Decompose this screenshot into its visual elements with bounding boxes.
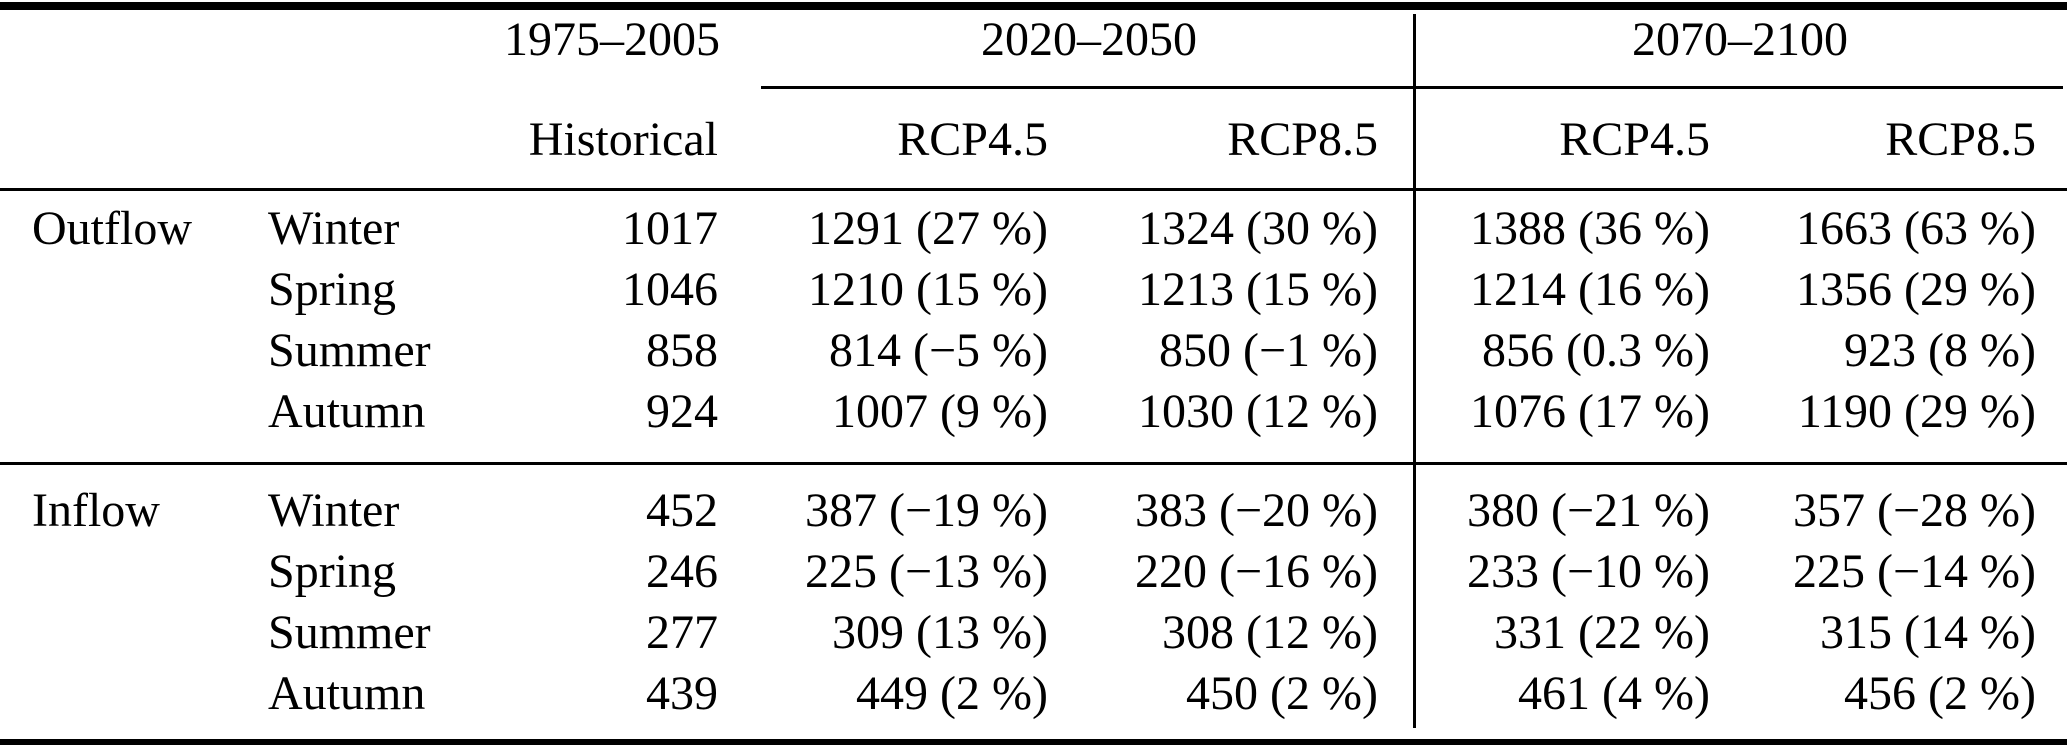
value-cell: 856 (0.3 %) [1482,324,1710,377]
column-header-rcp85-2070: RCP8.5 [1885,113,2036,166]
season-label: Autumn [268,385,426,438]
season-label: Winter [268,484,400,537]
value-cell: 387 (−19 %) [804,484,1048,537]
season-label: Spring [268,263,397,316]
value-cell: 1324 (30 %) [1138,202,1378,255]
value-cell: 277 [646,606,718,659]
season-label: Summer [268,606,431,659]
top-rule [0,2,2067,10]
season-label: Winter [268,202,400,255]
bottom-rule [0,739,2067,745]
value-cell: 1076 (17 %) [1470,385,1710,438]
value-cell: 233 (−10 %) [1466,545,1710,598]
value-cell: 858 [646,324,718,377]
value-cell: 924 [646,385,718,438]
period-header-2020-2050: 2020–2050 [981,13,1197,66]
value-cell: 439 [646,667,718,720]
value-cell: 357 (−28 %) [1792,484,2036,537]
value-cell: 1663 (63 %) [1796,202,2036,255]
season-label: Autumn [268,667,426,720]
column-header-rcp85-2020: RCP8.5 [1227,113,1378,166]
value-cell: 449 (2 %) [856,667,1048,720]
value-cell: 461 (4 %) [1518,667,1710,720]
value-cell: 1356 (29 %) [1796,263,2036,316]
header-body-divider-rule [0,188,2067,191]
season-label: Spring [268,545,397,598]
scenario-group-underline-rule [761,86,2063,89]
value-cell: 1214 (16 %) [1470,263,1710,316]
value-cell: 1190 (29 %) [1797,385,2036,438]
value-cell: 814 (−5 %) [828,324,1048,377]
value-cell: 923 (8 %) [1844,324,2036,377]
value-cell: 220 (−16 %) [1134,545,1378,598]
value-cell: 309 (13 %) [832,606,1048,659]
period-group-divider-rule [1413,14,1416,728]
value-cell: 1210 (15 %) [808,263,1048,316]
value-cell: 1007 (9 %) [832,385,1048,438]
value-cell: 380 (−21 %) [1466,484,1710,537]
value-cell: 308 (12 %) [1162,606,1378,659]
value-cell: 1030 (12 %) [1138,385,1378,438]
value-cell: 246 [646,545,718,598]
value-cell: 315 (14 %) [1820,606,2036,659]
value-cell: 1213 (15 %) [1138,263,1378,316]
column-header-rcp45-2020: RCP4.5 [897,113,1048,166]
period-header-historical: 1975–2005 [504,13,720,66]
period-header-2070-2100: 2070–2100 [1632,13,1848,66]
season-label: Summer [268,324,431,377]
row-group-label-outflow: Outflow [32,202,192,255]
value-cell: 850 (−1 %) [1158,324,1378,377]
column-header-rcp45-2070: RCP4.5 [1559,113,1710,166]
column-header-historical: Historical [528,113,718,166]
value-cell: 1017 [622,202,718,255]
outflow-inflow-divider-rule [0,462,2067,465]
value-cell: 456 (2 %) [1844,667,2036,720]
value-cell: 1388 (36 %) [1470,202,1710,255]
value-cell: 383 (−20 %) [1134,484,1378,537]
value-cell: 331 (22 %) [1494,606,1710,659]
row-group-label-inflow: Inflow [32,484,160,537]
value-cell: 225 (−13 %) [804,545,1048,598]
value-cell: 1291 (27 %) [808,202,1048,255]
value-cell: 450 (2 %) [1186,667,1378,720]
value-cell: 452 [646,484,718,537]
value-cell: 225 (−14 %) [1792,545,2036,598]
value-cell: 1046 [622,263,718,316]
